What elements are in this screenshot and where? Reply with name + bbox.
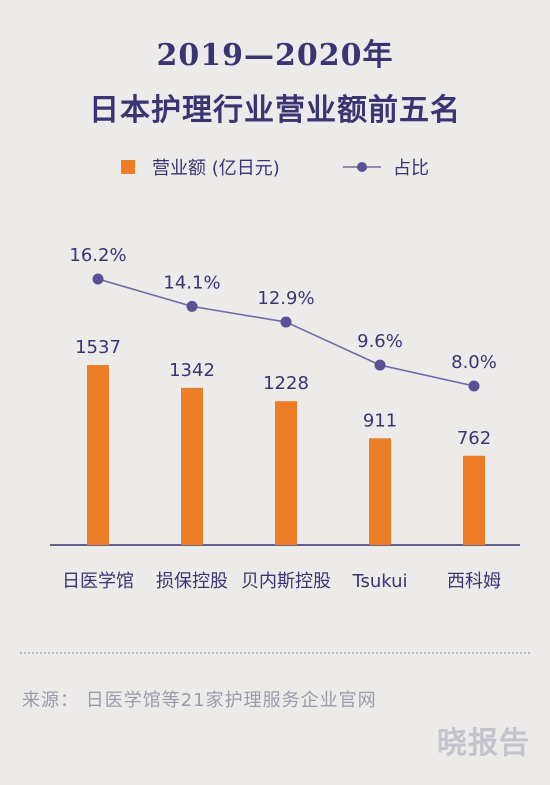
bar-value-label: 762 (457, 428, 491, 449)
x-tick-label: 西科姆 (447, 571, 501, 592)
legend-line-label: 占比 (393, 158, 429, 179)
legend-bar-label: 营业额 (亿日元) (152, 158, 280, 179)
divider (20, 652, 530, 654)
line-point (186, 300, 198, 312)
legend-line-swatch (343, 162, 381, 172)
bar-value-label: 1342 (169, 360, 215, 381)
bar (369, 438, 391, 545)
bar-value-label: 1537 (75, 337, 121, 358)
bar-value-label: 911 (363, 410, 397, 431)
line-value-label: 16.2% (69, 245, 126, 266)
legend: 营业额 (亿日元) 占比 (0, 152, 550, 182)
source-note: 来源： 日医学馆等21家护理服务企业官网 (22, 690, 377, 711)
bar (463, 455, 485, 545)
legend-bar-swatch (121, 160, 135, 174)
x-tick-label: 贝内斯控股 (241, 571, 331, 592)
line-value-label: 9.6% (357, 331, 403, 352)
brand-watermark: 晓报告 (437, 726, 530, 761)
bar-value-label: 1228 (263, 373, 309, 394)
chart-plot: 1537 日医学馆 1342 损保控股 1228 贝内斯控股 911 Tsukui 762 西科姆… (50, 245, 520, 592)
x-tick-label: Tsukui (351, 571, 407, 592)
line-point (374, 359, 386, 371)
bar (181, 387, 203, 545)
bar (87, 365, 109, 545)
chart-title-line2: 日本护理行业营业额前五名 (89, 93, 461, 128)
line-point (280, 316, 292, 328)
chart-title-line1: 2019—2020年 (156, 38, 394, 73)
line-value-label: 12.9% (257, 288, 314, 309)
x-tick-label: 日医学馆 (62, 571, 134, 592)
line-value-label: 14.1% (163, 272, 220, 293)
x-tick-label: 损保控股 (156, 571, 228, 592)
line-point (468, 380, 480, 392)
line-point (92, 273, 104, 285)
bar (275, 401, 297, 545)
line-value-label: 8.0% (451, 352, 497, 373)
